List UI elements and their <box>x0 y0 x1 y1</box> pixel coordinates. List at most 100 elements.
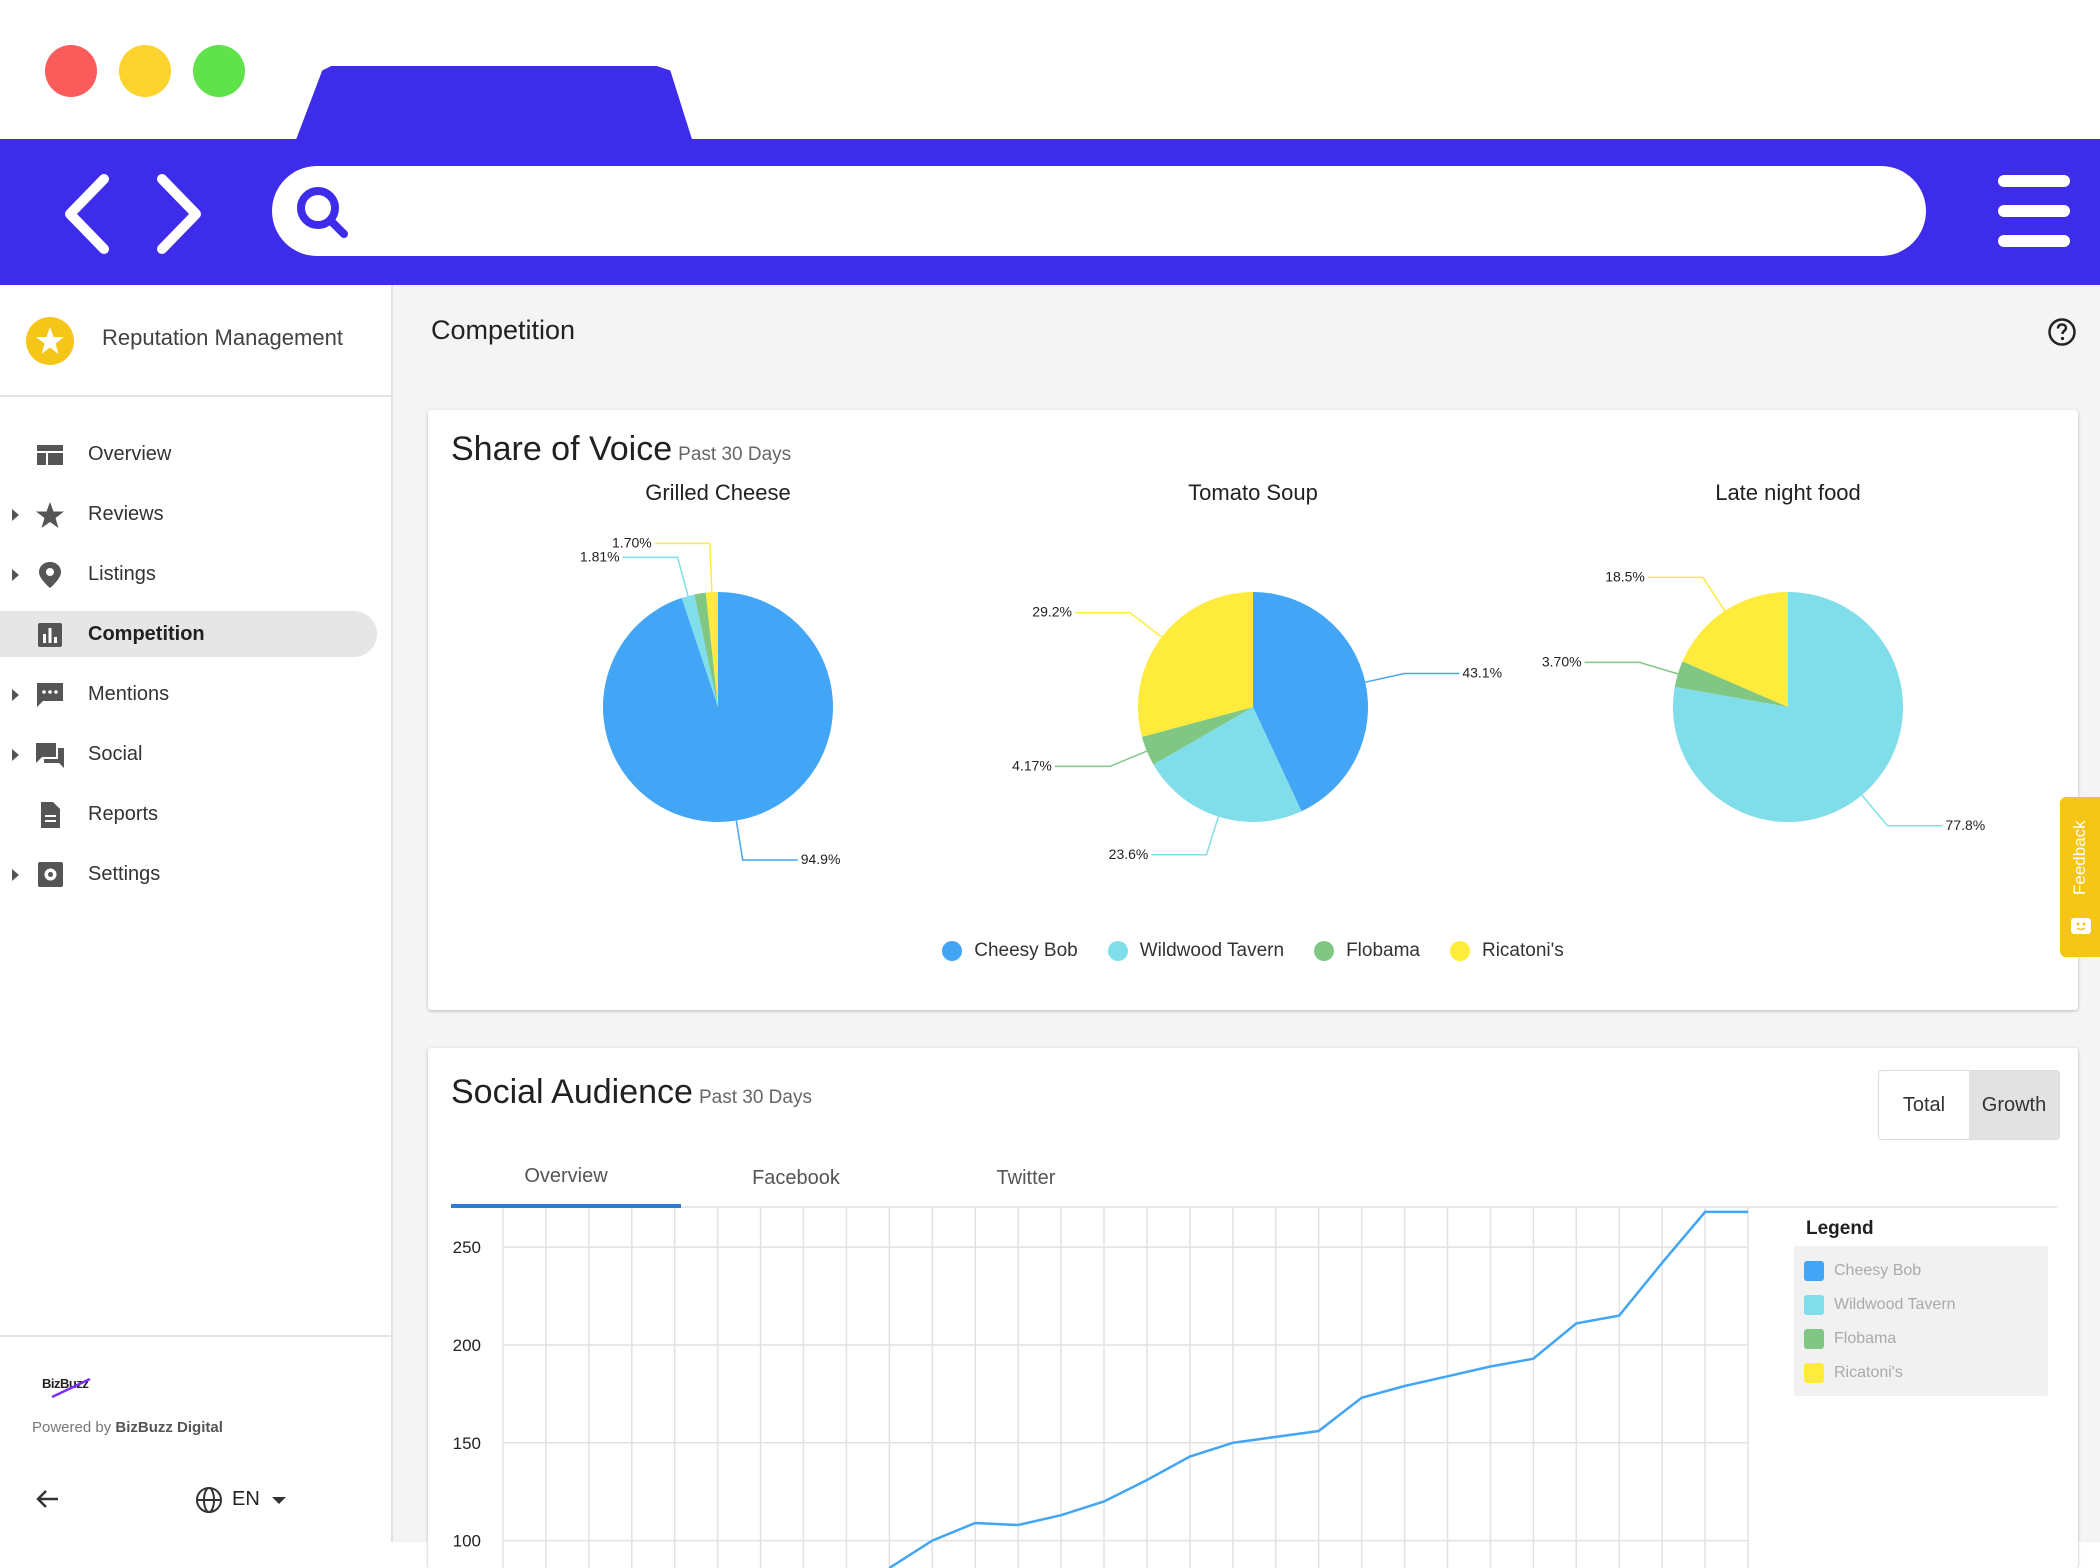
pie-slice[interactable] <box>705 592 718 707</box>
pie-data-label: 77.8% <box>1946 817 1986 833</box>
toggle-total-button[interactable]: Total <box>1902 1093 1946 1116</box>
pie-slice[interactable] <box>681 594 718 707</box>
app-title: Reputation Management <box>102 325 343 350</box>
sidebar-item-listings[interactable]: Listings <box>0 545 391 605</box>
sidebar-item-competition[interactable]: Competition <box>0 605 391 665</box>
pie-leader-line <box>622 556 689 597</box>
gear-icon <box>38 862 63 887</box>
browser-titlebar <box>0 0 2100 142</box>
document-icon <box>41 802 60 828</box>
pie-slice[interactable] <box>694 592 718 707</box>
bizbuzz-logo: BizBuzz <box>42 1375 102 1401</box>
feedback-label: Feedback <box>2070 820 2089 895</box>
y-tick-label: 100 <box>453 1532 481 1551</box>
legend-item-ricatonis[interactable]: Ricatoni's <box>1804 1356 2038 1390</box>
share-of-voice-pie-charts: 94.9% 1.81%1.70% 43.1% 23.6% 4.17% 29.2% 77.8%… <box>580 534 1986 867</box>
pie-data-label: 43.1% <box>1462 665 1502 681</box>
feedback-tab[interactable]: Feedback <box>2060 797 2100 957</box>
expand-caret-icon[interactable] <box>12 689 19 701</box>
feedback-smiley-icon <box>2071 918 2091 934</box>
browser-toolbar <box>0 139 2100 285</box>
tab-overview[interactable]: Overview <box>451 1148 681 1208</box>
chat-bubble-icon <box>37 683 63 707</box>
legend-label: Ricatoni's <box>1481 940 1564 961</box>
pie-leader-line <box>1647 576 1726 612</box>
expand-caret-icon[interactable] <box>12 869 19 881</box>
legend-label: Cheesy Bob <box>1834 1262 1922 1279</box>
tab-facebook[interactable]: Facebook <box>752 1166 840 1189</box>
legend-item-cheesy-bob[interactable]: Cheesy Bob <box>942 940 1078 962</box>
series-line-cheesy-bob[interactable] <box>888 1210 1748 1568</box>
pie-data-label: 18.5% <box>1605 568 1645 584</box>
sidebar: Reputation Management Overview Reviews L… <box>0 285 393 1542</box>
pie-data-label: 94.9% <box>801 851 841 867</box>
social-audience-line-chart: 100 150 200 250 <box>453 1208 1749 1568</box>
sidebar-nav: Overview Reviews Listings Competition Me… <box>0 425 391 905</box>
sidebar-item-mentions[interactable]: Mentions <box>0 665 391 725</box>
sidebar-item-social[interactable]: Social <box>0 725 391 785</box>
social-audience-card: Social Audience Past 30 Days Total Growth… <box>428 1048 2078 1568</box>
toggle-growth-button[interactable]: Growth <box>1969 1071 2059 1139</box>
legend-swatch <box>1804 1329 1824 1349</box>
tab-twitter[interactable]: Twitter <box>996 1166 1056 1189</box>
line-chart-legend: Cheesy Bob Wildwood Tavern Flobama Ricat… <box>1794 1246 2048 1396</box>
legend-item-cheesy-bob[interactable]: Cheesy Bob <box>1804 1254 2038 1288</box>
sidebar-item-overview[interactable]: Overview <box>0 425 391 485</box>
pie-title-grilled-cheese: Grilled Cheese <box>645 480 791 505</box>
language-selector[interactable]: EN <box>194 1483 304 1515</box>
pie-slice[interactable] <box>1141 707 1253 765</box>
browser-tab[interactable] <box>295 66 693 142</box>
legend-swatch <box>1804 1295 1824 1315</box>
pie-slice[interactable] <box>1153 707 1302 822</box>
sidebar-item-label: Listings <box>88 563 156 585</box>
expand-caret-icon[interactable] <box>12 749 19 761</box>
sidebar-item-reports[interactable]: Reports <box>0 785 391 845</box>
y-tick-label: 150 <box>453 1434 481 1453</box>
y-tick-label: 200 <box>453 1336 481 1355</box>
card-title: Social Audience Past 30 Days <box>451 1073 812 1112</box>
sidebar-item-settings[interactable]: Settings <box>0 845 391 905</box>
pie-leader-line <box>1365 672 1460 683</box>
expand-caret-icon[interactable] <box>12 509 19 521</box>
sidebar-brand: Reputation Management <box>0 285 391 397</box>
period-label: Past 30 Days <box>678 444 792 465</box>
collapse-arrow-icon[interactable] <box>34 1485 62 1513</box>
menu-icon[interactable] <box>1996 171 2072 251</box>
pie-slice[interactable] <box>1673 592 1904 822</box>
sidebar-item-label: Settings <box>88 863 161 885</box>
legend-dot <box>1314 941 1335 961</box>
legend-dot <box>1449 941 1470 961</box>
pie-leader-line <box>1861 794 1943 827</box>
pie-data-label: 4.17% <box>1012 757 1052 773</box>
back-arrow-icon[interactable] <box>58 169 138 259</box>
pie-slice[interactable] <box>602 592 833 822</box>
pie-slice[interactable] <box>1682 592 1788 707</box>
search-icon <box>297 187 348 238</box>
address-bar[interactable] <box>272 166 1926 256</box>
powered-by-text: Powered by BizBuzz Digital <box>32 1419 223 1436</box>
pie-leader-line <box>1054 750 1148 768</box>
legend-item-wildwood-tavern[interactable]: Wildwood Tavern <box>1804 1288 2038 1322</box>
legend-item-flobama[interactable]: Flobama <box>1314 940 1420 962</box>
legend-item-wildwood-tavern[interactable]: Wildwood Tavern <box>1107 940 1284 962</box>
pie-data-label: 3.70% <box>1542 653 1582 669</box>
legend-label: Cheesy Bob <box>974 940 1078 961</box>
chevron-down-icon <box>272 1497 286 1504</box>
sidebar-item-reviews[interactable]: Reviews <box>0 485 391 545</box>
pie-slice[interactable] <box>1253 592 1369 812</box>
legend-label: Wildwood Tavern <box>1834 1296 1956 1313</box>
window-maximize-button[interactable] <box>193 45 245 97</box>
help-icon[interactable] <box>2047 317 2077 347</box>
window-close-button[interactable] <box>45 45 97 97</box>
pie-data-label: 23.6% <box>1109 846 1149 862</box>
legend-label: Flobama <box>1346 940 1420 961</box>
window-minimize-button[interactable] <box>119 45 171 97</box>
legend-dot <box>942 941 963 961</box>
legend-item-ricatonis[interactable]: Ricatoni's <box>1449 940 1564 962</box>
legend-item-flobama[interactable]: Flobama <box>1804 1322 2038 1356</box>
forward-arrow-icon[interactable] <box>148 169 228 259</box>
expand-caret-icon[interactable] <box>12 569 19 581</box>
pie-slice[interactable] <box>1674 661 1788 707</box>
overview-icon <box>37 445 63 465</box>
pie-slice[interactable] <box>1137 591 1253 737</box>
